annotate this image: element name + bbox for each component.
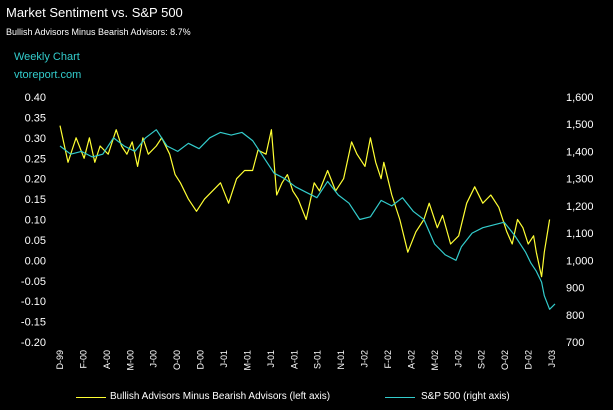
right-axis-tick: 1,600 (566, 92, 594, 104)
chart-subtitle: Bullish Advisors Minus Bearish Advisors:… (6, 27, 191, 37)
right-axis-tick: 1,400 (566, 146, 594, 158)
left-axis-tick: 0.35 (25, 112, 46, 124)
x-axis-tick: S-02 (477, 350, 487, 369)
right-axis-tick: 1,100 (566, 228, 594, 240)
x-axis-tick: A-00 (102, 350, 112, 369)
left-axis-tick: -0.15 (21, 317, 46, 329)
x-axis-tick: D-00 (196, 350, 206, 370)
left-axis-tick: 0.10 (25, 215, 46, 227)
x-axis-tick: J-03 (547, 350, 557, 368)
x-axis-tick: F-00 (78, 350, 88, 369)
x-axis-tick: D-02 (524, 350, 534, 370)
subtitle-value: 8.7% (170, 27, 191, 37)
x-axis-tick: A-01 (289, 350, 299, 369)
left-axis-tick: 0.00 (25, 255, 46, 267)
series-line-bullish (59, 125, 551, 278)
legend-bullish: Bullish Advisors Minus Bearish Advisors … (110, 391, 331, 402)
chart-type-label: Weekly Chart (14, 51, 80, 63)
x-axis-tick: O-00 (172, 350, 182, 370)
x-axis-tick: M-01 (242, 350, 252, 371)
left-axis-tick: 0.40 (25, 92, 46, 104)
legend-swatch-sp500 (385, 397, 415, 398)
x-axis-tick: M-02 (430, 350, 440, 371)
chart-title: Market Sentiment vs. S&P 500 (6, 5, 183, 20)
right-axis-tick: 1,500 (566, 119, 594, 131)
left-axis-tick: 0.25 (25, 153, 46, 165)
x-axis-tick: J-01 (266, 350, 276, 368)
left-axis-tick: 0.30 (25, 133, 46, 145)
right-axis-tick: 1,000 (566, 255, 594, 267)
left-axis-tick: -0.20 (21, 337, 46, 349)
x-axis-tick: O-02 (500, 350, 510, 370)
legend-swatch-bullish (76, 397, 106, 398)
right-axis-tick: 900 (566, 283, 584, 295)
right-axis-tick: 1,200 (566, 201, 594, 213)
x-axis-tick: A-02 (406, 350, 416, 369)
legend-sp500: S&P 500 (right axis) (421, 391, 510, 402)
x-axis-tick: S-01 (313, 350, 323, 369)
x-axis-tick: F-02 (383, 350, 393, 369)
right-axis-tick: 700 (566, 337, 584, 349)
left-axis-tick: 0.15 (25, 194, 46, 206)
x-axis-tick: J-02 (360, 350, 370, 368)
left-axis-tick: 0.05 (25, 235, 46, 247)
left-axis-tick: 0.20 (25, 174, 46, 186)
x-axis-tick: J-01 (219, 350, 229, 368)
subtitle-label: Bullish Advisors Minus Bearish Advisors: (6, 27, 168, 37)
x-axis-tick: M-00 (125, 350, 135, 371)
x-axis-tick: J-02 (453, 350, 463, 368)
series-line-sp500 (59, 129, 556, 310)
x-axis-tick: J-00 (149, 350, 159, 368)
x-axis-tick: D-99 (55, 350, 65, 370)
left-axis-tick: -0.10 (21, 296, 46, 308)
source-label: vtoreport.com (14, 69, 82, 81)
right-axis-tick: 800 (566, 310, 584, 322)
left-axis-tick: -0.05 (21, 276, 46, 288)
right-axis-tick: 1,300 (566, 174, 594, 186)
x-axis-tick: N-01 (336, 350, 346, 370)
